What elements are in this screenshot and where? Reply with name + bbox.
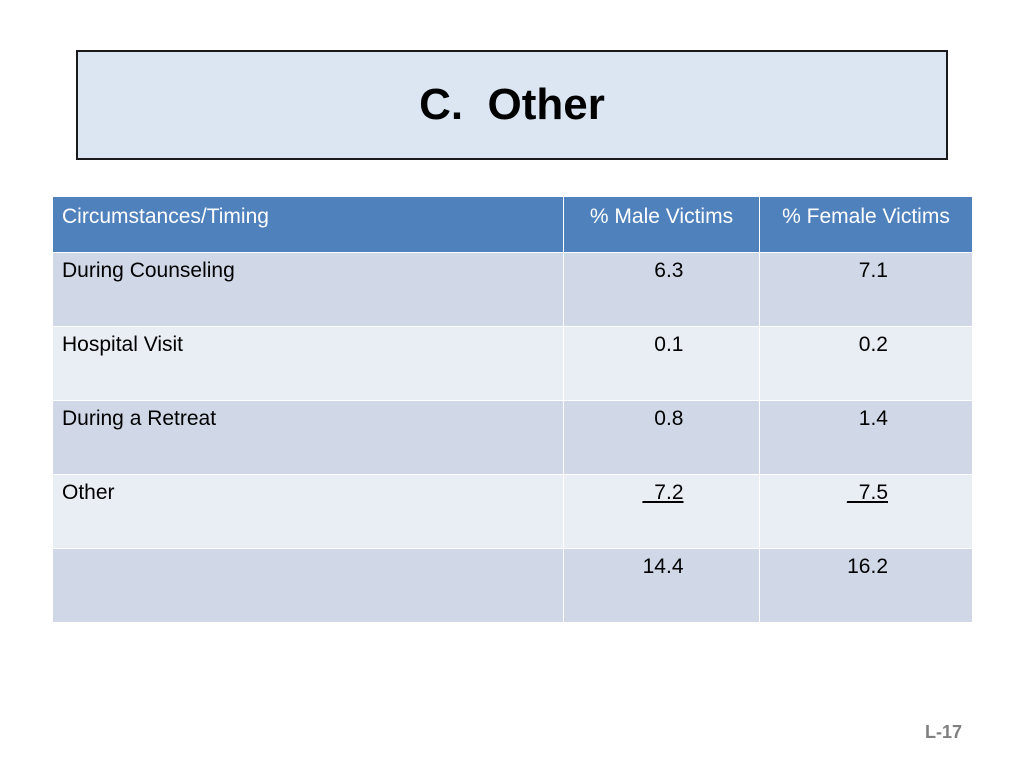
male-value: _7.2	[642, 481, 684, 504]
female-value: 0.2	[858, 333, 888, 356]
female-value: 7.1	[858, 259, 888, 282]
male-value-cell: 6.3	[563, 252, 760, 327]
data-table: Circumstances/Timing % Male Victims % Fe…	[52, 196, 973, 623]
header-female-victims: % Female Victims	[759, 196, 973, 253]
table-row: During Counseling 6.3 7.1	[52, 252, 973, 327]
row-label: During a Retreat	[52, 400, 564, 475]
table-header-row: Circumstances/Timing % Male Victims % Fe…	[52, 196, 973, 253]
female-total: 16.2	[847, 555, 888, 578]
title-box: C. Other	[76, 50, 948, 160]
slide-title: C. Other	[419, 80, 605, 129]
row-label	[52, 548, 564, 623]
male-total-cell: 14.4	[563, 548, 760, 623]
female-value-cell: _7.5	[759, 474, 973, 549]
female-value-cell: 7.1	[759, 252, 973, 327]
male-value: 0.1	[654, 333, 684, 356]
female-value: _7.5	[847, 481, 888, 504]
female-total-cell: 16.2	[759, 548, 973, 623]
female-value: 1.4	[858, 407, 888, 430]
male-value-cell: 0.8	[563, 400, 760, 475]
male-value: 0.8	[654, 407, 684, 430]
table-row: During a Retreat 0.8 1.4	[52, 400, 973, 475]
row-label: Hospital Visit	[52, 326, 564, 401]
slide-number: L-17	[924, 722, 962, 742]
male-value-cell: _7.2	[563, 474, 760, 549]
row-label: During Counseling	[52, 252, 564, 327]
male-value-cell: 0.1	[563, 326, 760, 401]
female-value-cell: 1.4	[759, 400, 973, 475]
table-row: Other _7.2 _7.5	[52, 474, 973, 549]
header-male-victims: % Male Victims	[563, 196, 760, 253]
table-row-total: 14.4 16.2	[52, 548, 973, 623]
male-value: 6.3	[654, 259, 684, 282]
table-row: Hospital Visit 0.1 0.2	[52, 326, 973, 401]
header-circumstances: Circumstances/Timing	[52, 196, 564, 253]
male-total: 14.4	[642, 555, 684, 578]
row-label: Other	[52, 474, 564, 549]
female-value-cell: 0.2	[759, 326, 973, 401]
